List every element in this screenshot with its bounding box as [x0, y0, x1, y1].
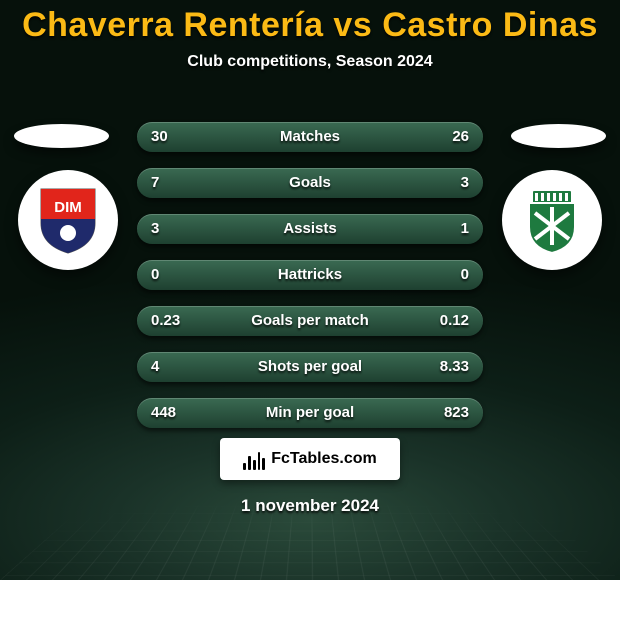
right-flag-placeholder [511, 124, 606, 148]
stat-label: Goals per match [137, 306, 483, 336]
stat-label: Shots per goal [137, 352, 483, 382]
dim-crest-icon: DIM [31, 183, 105, 257]
brand-bars-icon [243, 448, 265, 470]
page-title: Chaverra Rentería vs Castro Dinas [0, 0, 620, 45]
left-flag-placeholder [14, 124, 109, 148]
stat-right-value: 823 [444, 398, 469, 428]
stat-row: 448 Min per goal 823 [137, 398, 483, 428]
atl-nacional-crest-icon [515, 183, 589, 257]
crest-left-text: DIM [54, 199, 82, 216]
stats-column: 30 Matches 26 7 Goals 3 3 Assists 1 0 Ha… [137, 122, 483, 444]
stat-right-value: 1 [461, 214, 469, 244]
stat-label: Assists [137, 214, 483, 244]
stat-row: 3 Assists 1 [137, 214, 483, 244]
infographic-container: Chaverra Rentería vs Castro Dinas Club c… [0, 0, 620, 580]
stat-row: 0.23 Goals per match 0.12 [137, 306, 483, 336]
stat-right-value: 26 [452, 122, 469, 152]
stat-label: Min per goal [137, 398, 483, 428]
brand-badge: FcTables.com [220, 438, 400, 480]
stat-right-value: 8.33 [440, 352, 469, 382]
stat-row: 30 Matches 26 [137, 122, 483, 152]
stat-row: 4 Shots per goal 8.33 [137, 352, 483, 382]
stat-row: 0 Hattricks 0 [137, 260, 483, 290]
date-text: 1 november 2024 [0, 496, 620, 516]
left-club-crest: DIM [18, 170, 118, 270]
stat-right-value: 0 [461, 260, 469, 290]
subtitle: Club competitions, Season 2024 [0, 53, 620, 71]
stat-right-value: 0.12 [440, 306, 469, 336]
stat-label: Matches [137, 122, 483, 152]
stat-label: Goals [137, 168, 483, 198]
stat-label: Hattricks [137, 260, 483, 290]
stat-right-value: 3 [461, 168, 469, 198]
brand-text: FcTables.com [271, 450, 377, 468]
stat-row: 7 Goals 3 [137, 168, 483, 198]
right-club-crest [502, 170, 602, 270]
